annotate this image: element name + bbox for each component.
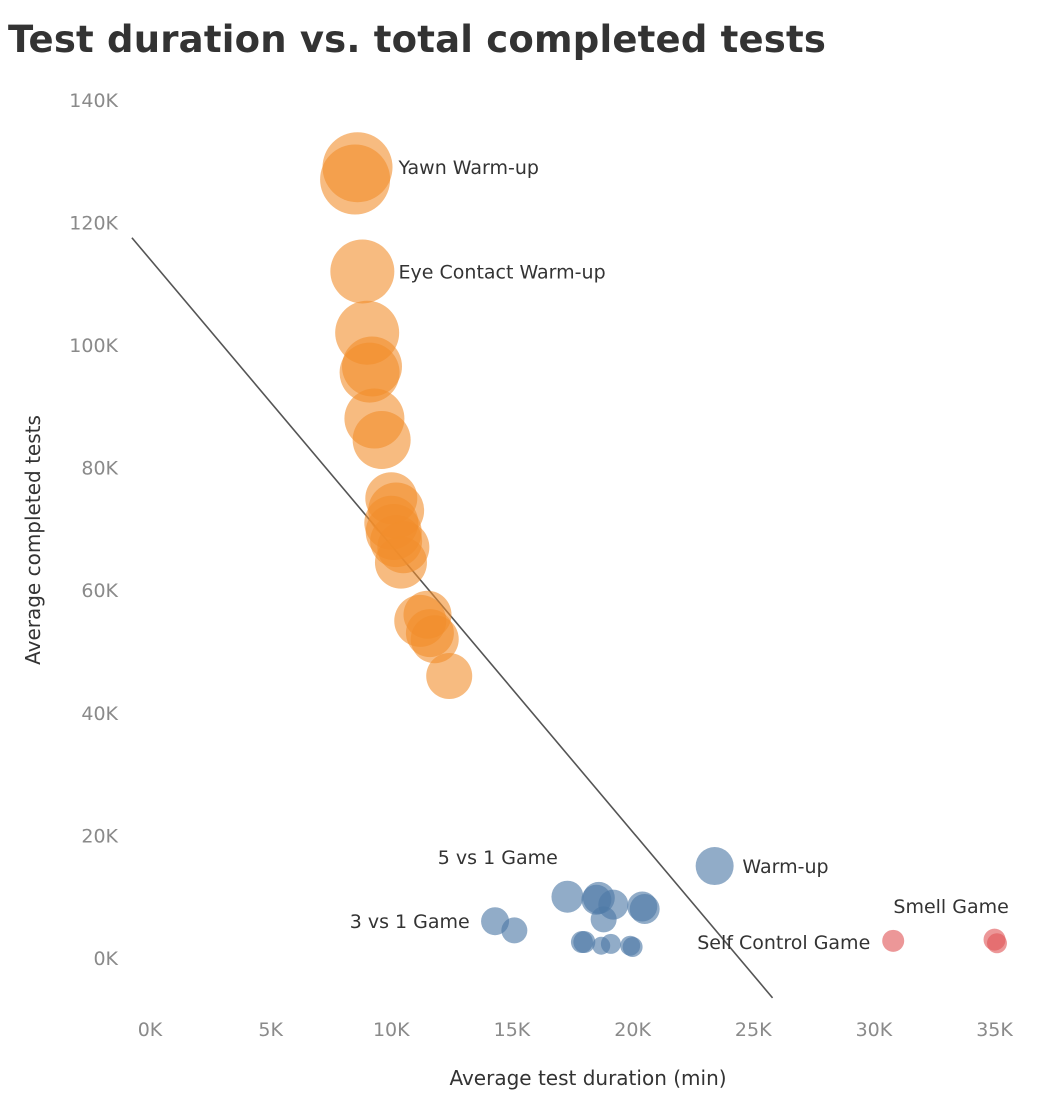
x-tick-label: 20K (614, 1019, 651, 1041)
y-tick-label: 20K (81, 825, 118, 847)
chart-title: Test duration vs. total completed tests (8, 18, 827, 61)
y-tick-label: 0K (93, 948, 118, 970)
x-tick-label: 25K (735, 1019, 772, 1041)
x-axis-title: Average test duration (min) (449, 1066, 726, 1090)
smell-point (986, 933, 1007, 954)
x-tick-label: 35K (976, 1019, 1013, 1041)
data-label: 3 vs 1 Game (350, 911, 470, 933)
warmup-point (330, 239, 395, 304)
y-tick-label: 80K (81, 458, 118, 480)
warmup-point (410, 615, 459, 664)
y-axis-title: Average completed tests (21, 415, 45, 665)
y-tick-label: 40K (81, 703, 118, 725)
game-point (551, 880, 584, 913)
y-tick-label: 140K (69, 90, 118, 112)
smell-point (882, 929, 905, 952)
x-tick-label: 30K (856, 1019, 893, 1041)
y-tick-label: 120K (69, 212, 118, 234)
warmup-point (374, 536, 427, 589)
game-point (695, 847, 734, 886)
data-label: Warm-up (742, 856, 828, 878)
game-point (501, 917, 528, 944)
x-tick-label: 10K (373, 1019, 410, 1041)
warmup-point (339, 342, 400, 403)
game-point (629, 893, 660, 924)
game-point (622, 936, 643, 957)
game-point (590, 906, 617, 933)
warmup-point (320, 144, 391, 215)
data-label: 5 vs 1 Game (438, 847, 558, 869)
data-label: Eye Contact Warm-up (399, 261, 606, 283)
game-point (592, 936, 611, 955)
trend-line (131, 237, 774, 999)
data-label: Smell Game (893, 896, 1008, 918)
x-tick-label: 5K (258, 1019, 283, 1041)
y-tick-label: 100K (69, 335, 118, 357)
warmup-point (352, 411, 411, 470)
data-label: Self Control Game (697, 932, 870, 954)
game-point (573, 931, 596, 954)
warmup-point (426, 653, 473, 700)
data-label: Yawn Warm-up (398, 157, 539, 179)
x-tick-label: 0K (138, 1019, 163, 1041)
x-tick-label: 15K (494, 1019, 531, 1041)
y-tick-label: 60K (81, 580, 118, 602)
